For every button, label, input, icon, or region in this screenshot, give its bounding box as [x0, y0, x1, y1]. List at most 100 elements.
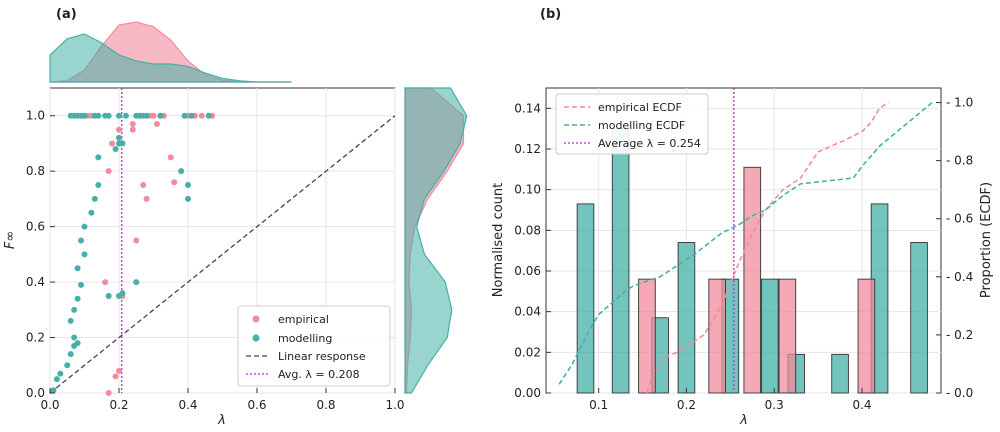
point-modelling — [50, 387, 57, 394]
point-empirical — [133, 237, 140, 244]
point-modelling — [74, 340, 81, 347]
bar-modelling — [611, 128, 630, 394]
right-y-tick-label: - 1.0 — [946, 96, 973, 110]
panel-a-legend: empirical modelling Linear response Avg.… — [237, 305, 391, 387]
point-modelling — [67, 317, 74, 324]
point-modelling — [78, 281, 85, 288]
x-tick-label: 0.3 — [765, 398, 784, 412]
point-modelling — [105, 292, 112, 299]
legend-empirical-label: empirical — [278, 313, 329, 326]
point-empirical — [105, 390, 112, 396]
point-modelling — [95, 112, 102, 119]
legend-box-b — [555, 93, 709, 155]
point-empirical — [102, 279, 109, 286]
point-modelling — [88, 209, 95, 216]
point-modelling — [205, 112, 212, 119]
point-modelling — [74, 265, 81, 272]
point-modelling — [112, 146, 119, 152]
legend-empirical-ecdf-label: empirical ECDF — [598, 101, 682, 114]
point-empirical — [129, 126, 136, 133]
panel-b-legend: empirical ECDF modelling ECDF Average λ … — [555, 93, 709, 155]
panel-b-x-label: λ — [739, 413, 748, 428]
panel-b-y-label: Normalised count — [491, 183, 506, 297]
point-modelling — [119, 290, 126, 297]
bar-empirical — [857, 278, 876, 394]
y-tick-label: 0.4 — [26, 275, 45, 289]
y-tick-label: 0.8 — [26, 164, 45, 178]
point-modelling — [119, 140, 126, 147]
legend-modelling-marker — [252, 334, 260, 342]
ecdf-empirical — [646, 101, 889, 394]
point-empirical — [167, 154, 174, 161]
linear-response — [49, 115, 396, 394]
point-modelling — [71, 334, 78, 341]
point-modelling — [105, 112, 112, 119]
x-tick-label: 0.6 — [247, 398, 266, 412]
bar-modelling — [831, 353, 849, 394]
top-density-modelling — [49, 33, 292, 83]
y-tick-label: 0.00 — [514, 386, 541, 400]
y-tick-label: 0.10 — [514, 183, 541, 197]
point-empirical — [198, 112, 205, 119]
right-y-tick-label: - 0.4 — [946, 270, 973, 284]
point-modelling — [178, 168, 185, 175]
panel-b-ecdf-lines — [558, 101, 933, 394]
right-density-plot — [404, 87, 468, 394]
point-modelling — [95, 182, 102, 189]
point-empirical — [143, 195, 150, 202]
legend-modelling-label: modelling — [278, 332, 332, 345]
x-tick-label: 0.8 — [316, 398, 335, 412]
point-empirical — [109, 140, 116, 147]
panel-a-points — [50, 112, 216, 396]
panel-a-x-ticks: 0.0 0.2 0.4 0.6 0.8 1.0 — [40, 388, 405, 412]
legend-modelling-ecdf-label: modelling ECDF — [598, 119, 685, 132]
panel-b-right-y-label: Proportion (ECDF) — [979, 182, 994, 298]
y-tick-label: 0.0 — [26, 386, 45, 400]
y-tick-label: 0.06 — [514, 264, 541, 278]
right-y-tick-label: - 0.8 — [946, 154, 973, 168]
panel-a-label: (a) — [56, 7, 77, 22]
legend-avg-label: Avg. λ = 0.208 — [278, 368, 360, 381]
legend-box — [237, 305, 391, 387]
panel-b-y-ticks: 0.00 0.02 0.04 0.06 0.08 0.10 0.12 0.14 — [514, 101, 551, 400]
point-modelling — [81, 112, 88, 119]
y-tick-label: 1.0 — [26, 109, 45, 123]
point-modelling — [116, 112, 122, 119]
panel-a: (a) 0.0 0.2 0.4 0.6 0.8 1.0 0.0 0.2 0.4 0.6 0.8 1.… — [3, 7, 468, 428]
point-modelling — [57, 370, 64, 377]
panel-b-x-ticks: 0.1 0.2 0.3 0.4 — [589, 388, 872, 412]
point-empirical — [105, 168, 112, 175]
bar-empirical — [708, 278, 726, 394]
y-tick-label: 0.12 — [514, 142, 541, 156]
point-modelling — [185, 195, 191, 202]
panel-a-y-ticks: 0.0 0.2 0.4 0.6 0.8 1.0 — [26, 109, 55, 400]
point-modelling — [78, 237, 85, 244]
x-tick-label: 0.2 — [677, 398, 696, 412]
y-tick-label: 0.04 — [514, 305, 541, 319]
point-modelling — [81, 251, 88, 258]
panel-b-right-y-ticks: - 0.0 - 0.2 - 0.4 - 0.6 - 0.8 - 1.0 — [936, 96, 973, 400]
x-tick-label: 0.2 — [109, 398, 128, 412]
x-tick-label: 1.0 — [385, 398, 404, 412]
point-modelling — [64, 362, 71, 369]
point-modelling — [181, 112, 188, 119]
y-tick-label: 0.6 — [26, 220, 45, 234]
bar-modelling — [677, 242, 696, 394]
bar-modelling — [910, 242, 928, 394]
point-modelling — [67, 351, 74, 358]
point-modelling — [71, 306, 78, 313]
y-tick-label: 0.02 — [514, 345, 541, 359]
panel-b: (b) 0.1 0.2 0.3 0.4 0.00 0.02 0.04 0.06 0.08 0.1… — [491, 7, 994, 428]
bar-modelling — [761, 278, 779, 394]
y-tick-label: 0.2 — [26, 331, 45, 345]
point-empirical — [153, 121, 160, 128]
point-modelling — [95, 154, 102, 161]
panel-b-bars — [576, 128, 928, 394]
point-modelling — [116, 134, 122, 141]
bar-empirical — [743, 166, 762, 394]
point-modelling — [122, 112, 129, 119]
legend-average-label: Average λ = 0.254 — [598, 137, 701, 150]
panel-b-label: (b) — [540, 7, 561, 22]
point-modelling — [133, 279, 140, 286]
